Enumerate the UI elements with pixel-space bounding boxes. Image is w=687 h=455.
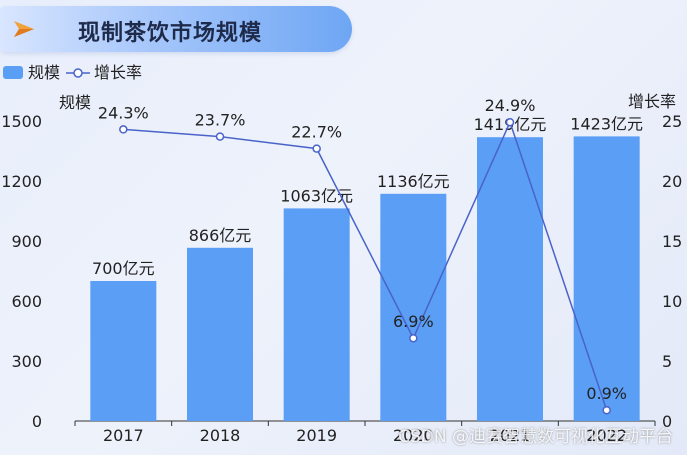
growth-value-label: 6.9%: [393, 312, 434, 331]
x-tick-label: 2018: [200, 426, 241, 445]
bar-value-label: 866亿元: [189, 226, 252, 245]
growth-point: [119, 125, 128, 134]
legend-bar-label: 规模: [28, 63, 60, 82]
y-tick-label: 600: [11, 292, 42, 311]
y-tick-label: 1200: [1, 172, 42, 191]
y2-tick-label: 5: [662, 352, 672, 371]
y2-tick-label: 25: [662, 112, 682, 131]
growth-line: [123, 120, 608, 411]
y-tick-label: 1500: [1, 112, 42, 131]
bar-value-label: 1136亿元: [377, 172, 450, 191]
growth-value-label: 24.9%: [485, 96, 536, 115]
bar: [90, 281, 157, 421]
chart-title: 现制茶饮市场规模: [78, 21, 263, 46]
bar: [283, 208, 350, 421]
growth-value-label: 23.7%: [195, 111, 246, 130]
x-tick-label: 2020: [393, 426, 434, 445]
y2-tick-label: 15: [662, 232, 682, 251]
play-arrow-icon: [14, 21, 34, 37]
bar-value-label: 700亿元: [92, 259, 155, 278]
bar: [187, 247, 253, 421]
bar-value-label: 1423亿元: [570, 114, 643, 133]
y2-tick-label: 20: [662, 172, 682, 191]
title-bar: 现制茶饮市场规模: [0, 6, 352, 52]
legend-line-label: 增长率: [94, 63, 142, 82]
bar: [380, 193, 447, 421]
bar-value-label: 1063亿元: [280, 186, 353, 205]
watermark: CSDN @迪赛智慧数可视化互动平台: [398, 427, 673, 447]
x-tick-label: 2019: [296, 426, 337, 445]
x-tick-label: 2022: [586, 426, 627, 445]
growth-point: [602, 405, 611, 415]
growth-point: [215, 132, 225, 141]
growth-point: [505, 117, 515, 127]
y-axis-title: 规模: [59, 93, 91, 112]
y2-tick-label: 0: [662, 412, 672, 431]
growth-value-label: 0.9%: [586, 384, 627, 403]
x-tick-label: 2021: [490, 426, 531, 445]
y-tick-label: 0: [32, 412, 42, 431]
y-tick-label: 300: [11, 352, 42, 371]
growth-value-label: 22.7%: [291, 123, 342, 142]
bar: [477, 137, 543, 421]
legend-line-marker: [73, 68, 83, 78]
y2-tick-label: 10: [662, 292, 682, 311]
growth-point: [409, 333, 418, 343]
y-tick-label: 900: [11, 232, 42, 251]
bar: [573, 136, 640, 421]
y2-axis-title: 增长率: [628, 92, 676, 111]
x-tick-label: 2017: [103, 426, 144, 445]
legend-bar-swatch: [3, 66, 23, 79]
growth-point: [312, 144, 321, 153]
growth-value-label: 24.3%: [98, 103, 149, 122]
